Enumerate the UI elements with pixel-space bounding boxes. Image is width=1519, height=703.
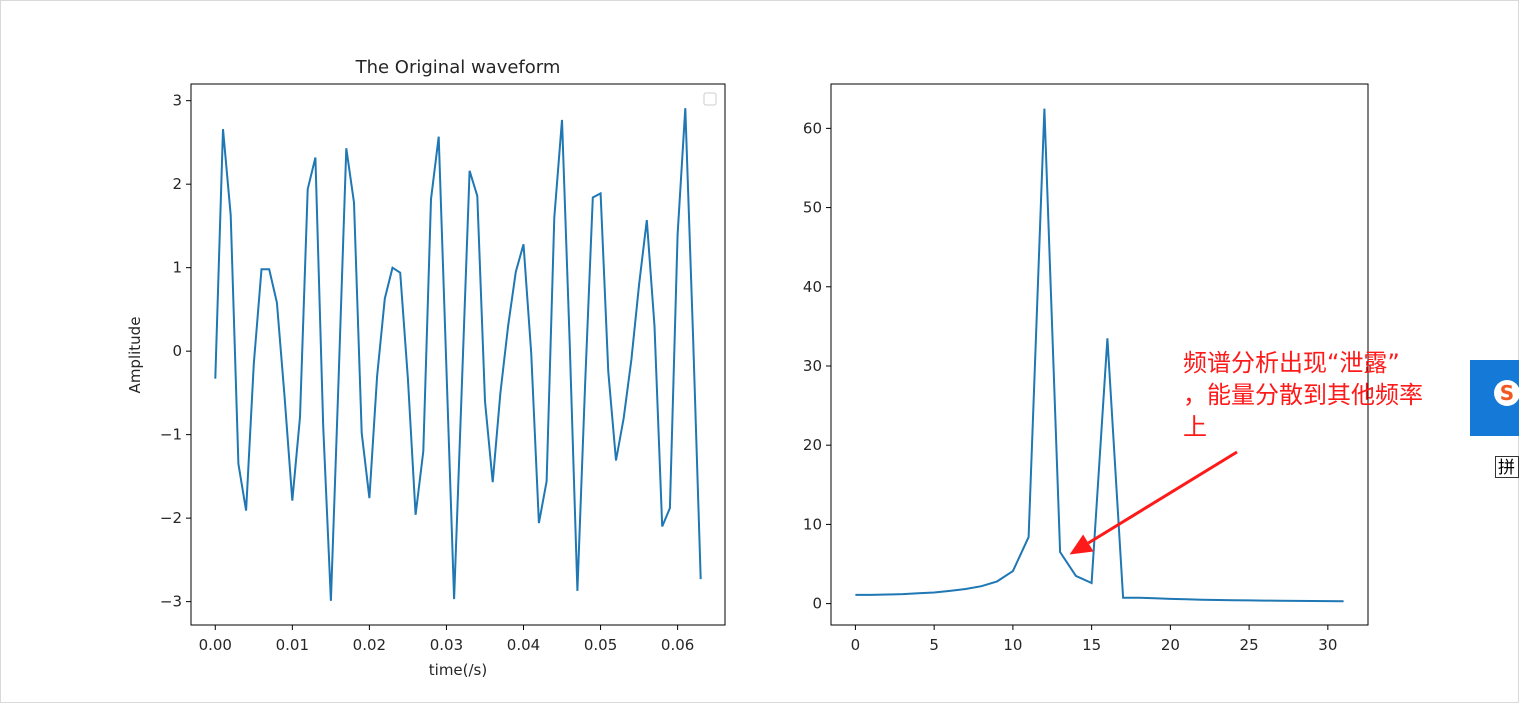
spectrum-ticks: 0 5 10 15 20 25 30 0 10 20 30 40 50 60 [803, 119, 1337, 654]
y-tick-label: 20 [803, 436, 822, 454]
waveform-y-label: Amplitude [126, 317, 144, 394]
x-tick-label: 30 [1318, 636, 1337, 654]
x-tick-label: 0.01 [276, 636, 309, 654]
y-tick-label: −3 [160, 593, 182, 611]
y-tick-label: 60 [803, 119, 822, 137]
annotation-arrow-shaft [1087, 450, 1238, 545]
waveform-series-line [214, 108, 702, 601]
ime-toolbar-badge[interactable]: S [1470, 360, 1519, 436]
x-tick-label: 0.03 [430, 636, 463, 654]
leak-annotation: 频谱分析出现“泄露” ，能量分散到其他频率 上 [1069, 349, 1423, 555]
annotation-line-1: 频谱分析出现“泄露” [1183, 349, 1400, 377]
waveform-plot-area [190, 83, 726, 626]
x-tick-label: 5 [929, 636, 939, 654]
y-tick-label: −1 [160, 426, 182, 444]
x-tick-label: 15 [1082, 636, 1101, 654]
spectrum-series-line [855, 108, 1344, 603]
waveform-ticks: 0.00 0.01 0.02 0.03 0.04 0.05 0.06 −3 −2 −1 0 1 2 3 [160, 92, 694, 654]
y-tick-label: 0 [812, 595, 822, 613]
x-tick-label: 10 [1003, 636, 1022, 654]
y-tick-label: 50 [803, 199, 822, 217]
y-tick-label: −2 [160, 509, 182, 527]
spectrum-axes: 0 5 10 15 20 25 30 0 10 20 30 40 50 60 频谱分析出现“泄露” ，能量… [803, 83, 1423, 654]
x-tick-label: 0.00 [199, 636, 232, 654]
y-tick-label: 40 [803, 278, 822, 296]
y-tick-label: 0 [172, 342, 182, 360]
annotation-line-3: 上 [1183, 413, 1207, 441]
waveform-title: The Original waveform [355, 57, 561, 78]
ime-pinyin-indicator[interactable]: 拼 [1495, 456, 1519, 478]
sogou-logo-icon: S [1494, 380, 1519, 406]
x-tick-label: 0.02 [353, 636, 386, 654]
x-tick-label: 0.04 [507, 636, 540, 654]
x-tick-label: 25 [1240, 636, 1259, 654]
y-tick-label: 3 [172, 92, 182, 110]
waveform-axes: 0.00 0.01 0.02 0.03 0.04 0.05 0.06 −3 −2 −1 0 1 2 3 T… [126, 57, 726, 679]
waveform-x-label: time(/s) [429, 661, 487, 679]
x-tick-label: 0.06 [661, 636, 694, 654]
x-tick-label: 0.05 [584, 636, 617, 654]
x-tick-label: 0 [851, 636, 861, 654]
empty-legend [703, 92, 717, 106]
y-tick-label: 10 [803, 515, 822, 533]
annotation-line-2: ，能量分散到其他频率 [1183, 381, 1423, 409]
y-tick-label: 30 [803, 357, 822, 375]
annotation-arrow-head [1069, 534, 1094, 555]
x-tick-label: 20 [1161, 636, 1180, 654]
y-tick-label: 1 [172, 259, 182, 277]
y-tick-label: 2 [172, 175, 182, 193]
